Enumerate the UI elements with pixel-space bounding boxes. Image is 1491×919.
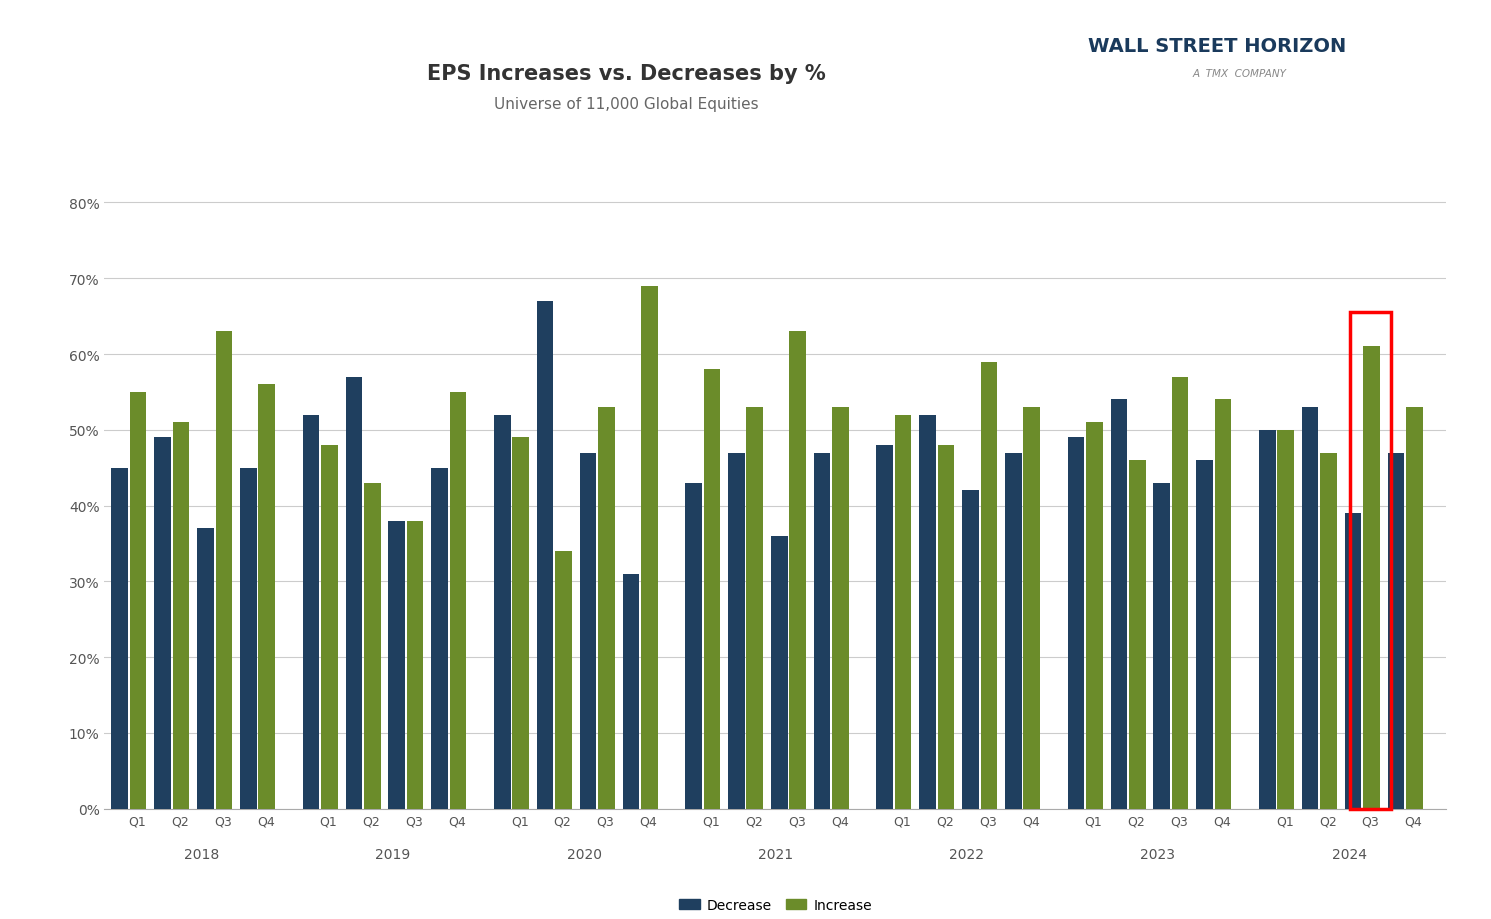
- Bar: [1320, 453, 1337, 809]
- Bar: [537, 301, 553, 809]
- Text: 2021: 2021: [757, 847, 793, 861]
- Bar: [321, 446, 337, 809]
- Text: Universe of 11,000 Global Equities: Universe of 11,000 Global Equities: [494, 96, 759, 111]
- Bar: [1351, 313, 1391, 809]
- Bar: [920, 415, 936, 809]
- Bar: [513, 437, 529, 809]
- Bar: [1111, 400, 1127, 809]
- Bar: [407, 521, 423, 809]
- Bar: [1023, 408, 1041, 809]
- Bar: [747, 408, 763, 809]
- Bar: [580, 453, 596, 809]
- Bar: [1005, 453, 1021, 809]
- Text: 2018: 2018: [183, 847, 219, 861]
- Bar: [981, 362, 997, 809]
- Bar: [130, 392, 146, 809]
- Bar: [389, 521, 406, 809]
- Text: 2023: 2023: [1141, 847, 1175, 861]
- Legend: Decrease, Increase: Decrease, Increase: [672, 892, 878, 917]
- Text: 2022: 2022: [950, 847, 984, 861]
- Bar: [173, 423, 189, 809]
- Bar: [1068, 437, 1084, 809]
- Bar: [938, 446, 954, 809]
- Bar: [1363, 347, 1379, 809]
- Bar: [364, 483, 380, 809]
- Text: 2024: 2024: [1331, 847, 1367, 861]
- Bar: [1345, 514, 1361, 809]
- Bar: [450, 392, 467, 809]
- Bar: [1278, 430, 1294, 809]
- Text: A  TMX  COMPANY: A TMX COMPANY: [1193, 69, 1287, 79]
- Bar: [623, 574, 640, 809]
- Bar: [1172, 378, 1188, 809]
- Bar: [112, 468, 128, 809]
- Bar: [895, 415, 911, 809]
- Text: 2020: 2020: [567, 847, 601, 861]
- Bar: [431, 468, 447, 809]
- Bar: [877, 446, 893, 809]
- Text: WALL STREET HORIZON: WALL STREET HORIZON: [1088, 37, 1346, 56]
- Bar: [258, 385, 274, 809]
- Bar: [832, 408, 848, 809]
- Bar: [598, 408, 614, 809]
- Bar: [1129, 460, 1145, 809]
- Bar: [641, 287, 658, 809]
- Bar: [789, 332, 807, 809]
- Bar: [814, 453, 830, 809]
- Bar: [1196, 460, 1214, 809]
- Bar: [1406, 408, 1422, 809]
- Bar: [154, 437, 171, 809]
- Bar: [686, 483, 702, 809]
- Bar: [771, 537, 787, 809]
- Bar: [1302, 408, 1318, 809]
- Bar: [346, 378, 362, 809]
- Bar: [1388, 453, 1405, 809]
- Bar: [494, 415, 510, 809]
- Bar: [1085, 423, 1103, 809]
- Bar: [240, 468, 256, 809]
- Bar: [1215, 400, 1232, 809]
- Bar: [216, 332, 233, 809]
- Bar: [197, 528, 213, 809]
- Bar: [728, 453, 744, 809]
- Text: EPS Increases vs. Decreases by %: EPS Increases vs. Decreases by %: [426, 64, 826, 85]
- Bar: [704, 369, 720, 809]
- Bar: [303, 415, 319, 809]
- Bar: [962, 491, 978, 809]
- Text: 2019: 2019: [376, 847, 410, 861]
- Bar: [1154, 483, 1170, 809]
- Bar: [1258, 430, 1276, 809]
- Bar: [555, 551, 573, 809]
